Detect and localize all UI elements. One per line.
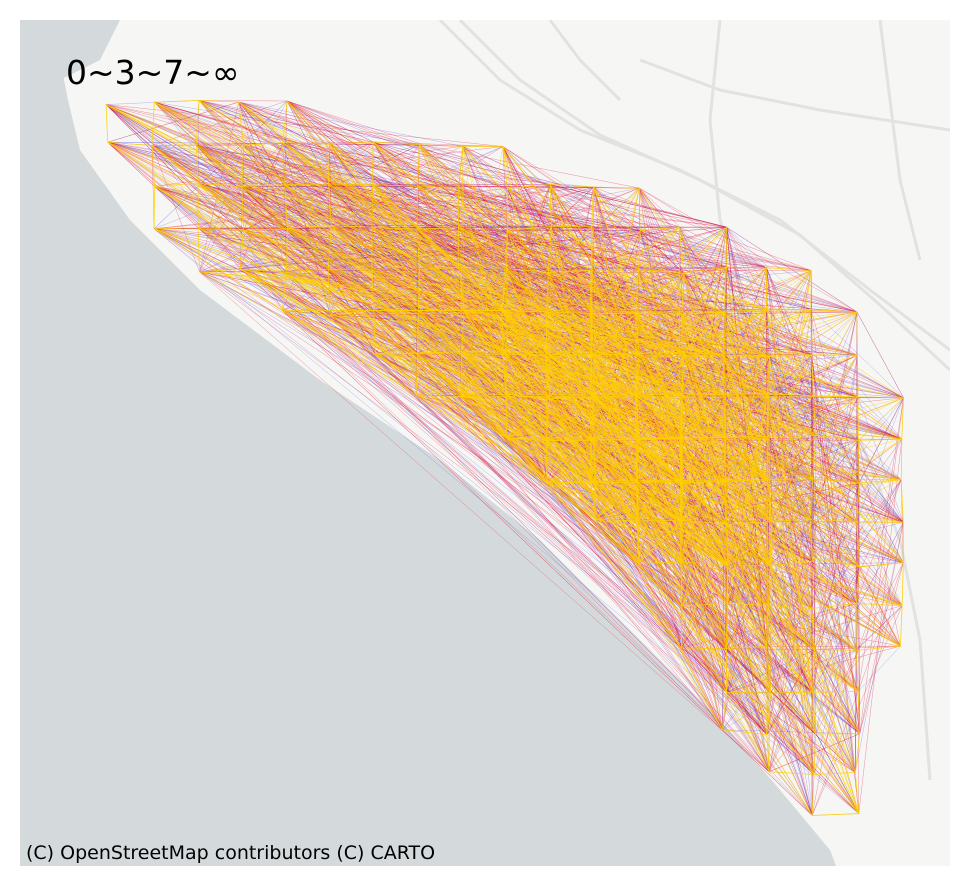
flow-map[interactable]	[20, 20, 950, 866]
legend-label: 0~3~7~∞	[66, 53, 240, 92]
sea-area	[20, 20, 836, 866]
flow-lines	[105, 100, 904, 816]
sea-north	[20, 20, 120, 80]
map-frame[interactable]: 0~3~7~∞ (C) OpenStreetMap contributors (…	[20, 20, 950, 866]
map-attribution[interactable]: (C) OpenStreetMap contributors (C) CARTO	[26, 842, 436, 864]
